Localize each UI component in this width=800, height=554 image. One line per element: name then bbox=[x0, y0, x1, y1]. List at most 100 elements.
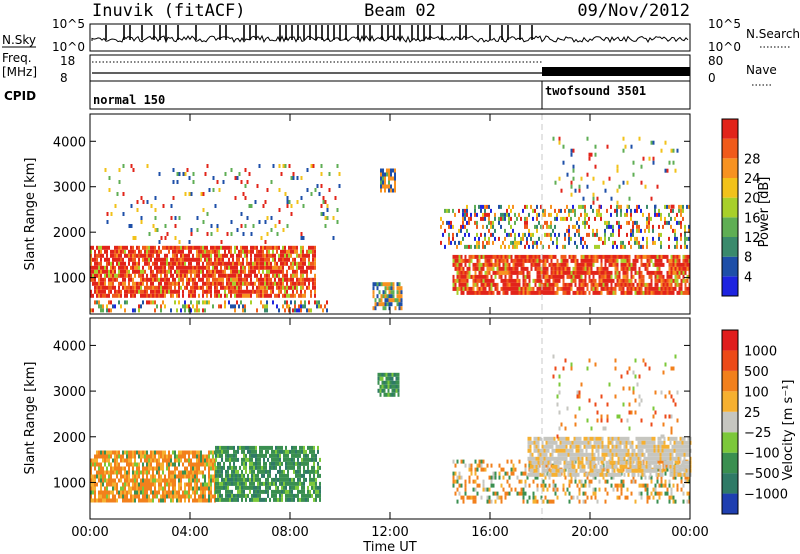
heatmap-cell bbox=[582, 196, 585, 201]
heatmap-cell bbox=[202, 454, 204, 459]
heatmap-cell bbox=[680, 282, 683, 287]
heatmap-cell bbox=[227, 481, 229, 486]
heatmap-cell bbox=[391, 388, 394, 393]
heatmap-cell bbox=[142, 470, 144, 475]
heatmap-cell bbox=[542, 254, 545, 259]
heatmap-cell bbox=[266, 253, 268, 258]
heatmap-cell bbox=[668, 160, 671, 165]
heatmap-cell bbox=[237, 493, 239, 498]
heatmap-cell bbox=[470, 258, 473, 263]
heatmap-cell bbox=[122, 482, 124, 487]
heatmap-cell bbox=[210, 232, 213, 236]
heatmap-cell bbox=[640, 180, 643, 185]
heatmap-cell bbox=[392, 168, 394, 173]
heatmap-cell bbox=[610, 483, 613, 488]
heatmap-cell bbox=[546, 487, 549, 492]
heatmap-cell bbox=[682, 208, 684, 213]
heatmap-cell bbox=[540, 278, 543, 283]
heatmap-cell bbox=[116, 192, 119, 196]
heatmap-cell bbox=[275, 473, 277, 478]
heatmap-cell bbox=[292, 281, 294, 286]
heatmap-cell bbox=[468, 274, 471, 279]
heatmap-cell bbox=[566, 487, 569, 492]
heatmap-cell bbox=[470, 274, 473, 279]
heatmap-cell bbox=[315, 457, 317, 462]
heatmap-cell bbox=[309, 473, 311, 478]
heatmap-cell bbox=[470, 212, 472, 217]
heatmap-cell bbox=[456, 270, 459, 275]
heatmap-cell bbox=[277, 449, 279, 454]
heatmap-cell bbox=[94, 498, 96, 503]
heatmap-cell bbox=[638, 286, 641, 291]
heatmap-cell bbox=[540, 240, 542, 245]
heatmap-cell bbox=[176, 261, 178, 266]
heatmap-cell bbox=[458, 471, 461, 476]
heatmap-cell bbox=[474, 220, 476, 225]
heatmap-cell bbox=[616, 487, 619, 492]
heatmap-cell bbox=[182, 454, 184, 459]
heatmap-cell bbox=[176, 293, 178, 298]
heatmap-cell bbox=[446, 208, 448, 213]
heatmap-cell bbox=[490, 286, 493, 291]
heatmap-cell bbox=[106, 498, 108, 503]
heatmap-cell bbox=[514, 240, 516, 245]
heatmap-cell bbox=[624, 290, 627, 295]
heatmap-cell bbox=[380, 184, 382, 189]
heatmap-cell bbox=[314, 265, 316, 270]
heatmap-cell bbox=[672, 495, 675, 500]
heatmap-cell bbox=[132, 478, 134, 483]
heatmap-cell bbox=[238, 269, 240, 274]
heatmap-cell bbox=[252, 249, 254, 254]
heatmap-cell bbox=[380, 172, 382, 177]
heatmap-cell bbox=[380, 180, 382, 185]
heatmap-cell bbox=[152, 474, 154, 479]
heatmap-cell bbox=[488, 212, 490, 217]
heatmap-cell bbox=[114, 498, 116, 503]
heatmap-cell bbox=[229, 465, 231, 470]
heatmap-cell bbox=[640, 228, 642, 233]
heatmap-cell bbox=[656, 278, 659, 283]
heatmap-cell bbox=[146, 249, 148, 254]
heatmap-cell bbox=[238, 277, 240, 282]
heatmap-cell bbox=[646, 258, 649, 263]
heatmap-cell bbox=[308, 281, 310, 286]
heatmap-cell bbox=[120, 470, 122, 475]
heatmap-cell bbox=[616, 254, 619, 259]
heatmap-cell bbox=[506, 479, 509, 484]
heatmap-cell bbox=[128, 482, 130, 487]
heatmap-cell bbox=[128, 474, 130, 479]
heatmap-cell bbox=[280, 261, 282, 266]
heatmap-cell bbox=[574, 188, 577, 193]
heatmap-cell bbox=[290, 293, 292, 298]
heatmap-cell bbox=[247, 473, 249, 478]
heatmap-cell bbox=[610, 278, 613, 283]
heatmap-cell bbox=[634, 236, 636, 241]
heatmap-cell bbox=[522, 286, 525, 291]
heatmap-cell bbox=[267, 469, 269, 474]
heatmap-cell bbox=[138, 466, 140, 471]
heatmap-cell bbox=[456, 499, 459, 504]
heatmap-cell bbox=[390, 176, 392, 181]
heatmap-cell bbox=[638, 224, 640, 229]
heatmap-cell bbox=[394, 184, 396, 189]
heatmap-cell bbox=[534, 258, 537, 263]
colorbar-tick-label: 24 bbox=[744, 172, 761, 187]
heatmap-cell bbox=[240, 293, 242, 298]
heatmap-cell bbox=[229, 453, 231, 458]
heatmap-cell bbox=[114, 293, 116, 298]
heatmap-cell bbox=[664, 282, 667, 287]
heatmap-cell bbox=[638, 136, 641, 141]
heatmap-cell bbox=[192, 474, 194, 479]
heatmap-cell bbox=[251, 473, 253, 478]
heatmap-cell bbox=[258, 277, 260, 282]
heatmap-cell bbox=[464, 274, 467, 279]
heatmap-cell bbox=[206, 232, 209, 236]
heatmap-cell bbox=[480, 467, 483, 472]
nsky-label: N.Sky bbox=[2, 33, 36, 47]
heatmap-cell bbox=[664, 168, 667, 173]
heatmap-cell bbox=[378, 302, 381, 307]
heatmap-cell bbox=[652, 240, 654, 245]
heatmap-cell bbox=[134, 498, 136, 503]
heatmap-cell bbox=[462, 208, 464, 213]
heatmap-cell bbox=[242, 257, 244, 262]
